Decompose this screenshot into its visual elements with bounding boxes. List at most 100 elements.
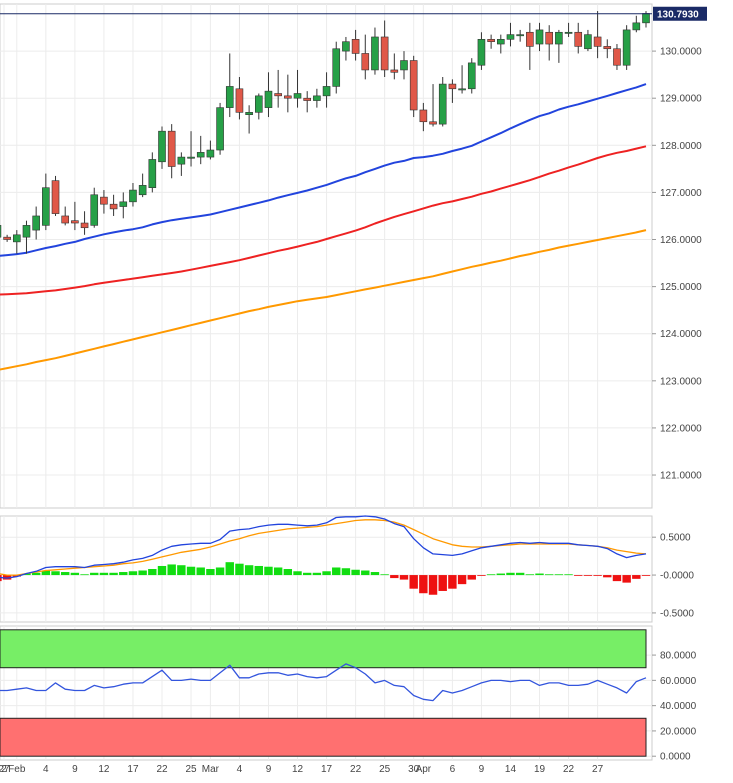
x-tick-label: Feb	[8, 764, 26, 775]
rsi-y-tick-label: 60.0000	[660, 676, 697, 687]
macd-histogram-bar	[564, 574, 573, 576]
candle-body	[303, 97, 312, 101]
candle-body	[225, 86, 234, 108]
candle-body	[0, 225, 2, 238]
macd-histogram-bar	[641, 575, 651, 576]
candle-body	[496, 39, 505, 45]
candle-body	[158, 130, 166, 163]
macd-histogram-bar	[99, 572, 109, 576]
macd-histogram-bar	[448, 575, 457, 589]
candle-body	[371, 36, 379, 71]
macd-histogram-bar	[486, 574, 496, 576]
candle-body	[564, 31, 573, 34]
macd-histogram-bar	[303, 572, 312, 576]
candle-body	[148, 159, 157, 189]
last-price-label: 130.7930	[657, 9, 699, 20]
macd-histogram-bar	[351, 569, 360, 576]
x-tick-label: 27	[0, 764, 10, 775]
x-tick-label: 30	[408, 764, 420, 775]
macd-histogram-bar	[186, 566, 196, 576]
macd-histogram-bar	[157, 565, 167, 576]
macd-histogram-bar	[419, 575, 428, 594]
candle-body	[506, 34, 515, 40]
candle-body	[467, 62, 476, 90]
candle-body	[129, 189, 137, 203]
macd-histogram-bar	[457, 575, 467, 585]
candle-body	[438, 83, 447, 125]
candle-body	[51, 180, 60, 214]
macd-y-tick-label: -0.5000	[660, 608, 694, 619]
rsi-y-tick-label: 20.0000	[660, 726, 697, 737]
rsi-line	[0, 663, 647, 702]
price-y-tick-label: 126.0000	[660, 235, 702, 246]
x-tick-label: 19	[534, 764, 546, 775]
macd-histogram-bar	[399, 575, 409, 580]
x-tick-label: 27	[592, 764, 604, 775]
macd-y-tick-label: -0.0000	[660, 571, 694, 582]
candle-body	[264, 90, 273, 108]
candle-body	[632, 22, 641, 31]
candle-body	[390, 69, 399, 73]
ma-mid-line	[0, 145, 647, 296]
candle-body	[419, 109, 428, 123]
candle-body	[187, 156, 195, 159]
candle-body	[613, 48, 621, 66]
candle-body	[32, 215, 40, 231]
candle-body	[206, 149, 215, 158]
ma-fast-line	[0, 83, 647, 257]
candle-body	[526, 31, 534, 47]
candle-body	[448, 83, 457, 90]
macd-panel	[0, 515, 653, 623]
macd-histogram-bar	[225, 562, 234, 576]
x-tick-label: 6	[450, 764, 456, 775]
macd-histogram-bar	[167, 564, 176, 576]
rsi-oversold-zone	[0, 717, 647, 757]
macd-histogram-bar	[612, 575, 622, 582]
candle-body	[603, 46, 612, 50]
macd-histogram-bar	[41, 570, 51, 576]
candle-body	[516, 34, 524, 37]
price-y-tick-label: 127.0000	[660, 188, 702, 199]
candle-body	[322, 86, 331, 97]
macd-histogram-bar	[80, 574, 89, 576]
candle-body	[477, 39, 486, 66]
macd-histogram-bar	[31, 572, 41, 576]
macd-histogram-bar	[90, 572, 99, 576]
ma-slow-line	[0, 229, 647, 371]
macd-histogram-bar	[312, 572, 322, 576]
macd-histogram-bar	[428, 575, 438, 595]
macd-histogram-bar	[177, 565, 186, 576]
macd-histogram-bar	[361, 570, 370, 576]
macd-histogram-bar	[293, 571, 302, 576]
price-y-tick-label: 122.0000	[660, 423, 702, 434]
candle-body	[458, 88, 466, 91]
price-y-tick-label: 121.0000	[660, 471, 702, 482]
macd-histogram-bar	[148, 569, 157, 576]
candle-body	[429, 121, 437, 125]
candle-body	[177, 156, 186, 165]
last-price-badge: 130.7930	[653, 6, 707, 21]
candle-body	[61, 215, 70, 224]
macd-y-tick-label: 0.5000	[660, 533, 691, 544]
macd-histogram-bar	[477, 575, 486, 576]
macd-histogram-bar	[583, 575, 593, 576]
candle-body	[361, 53, 370, 71]
candle-body	[274, 93, 282, 97]
macd-histogram-bar	[109, 572, 118, 576]
candle-body	[555, 31, 563, 45]
price-y-tick-label: 128.0000	[660, 141, 702, 152]
x-tick-label: 25	[185, 764, 197, 775]
candle-body	[351, 39, 360, 54]
price-panel	[0, 3, 653, 509]
rsi-y-tick-label: 0.0000	[660, 752, 691, 763]
candle-body	[400, 60, 408, 71]
candle-body	[216, 107, 224, 151]
macd-histogram-bar	[554, 574, 564, 576]
macd-histogram-bar	[206, 569, 215, 576]
x-tick-label: 14	[505, 764, 517, 775]
candle-body	[90, 194, 99, 226]
candle-body	[235, 88, 244, 113]
x-tick-label: 22	[350, 764, 362, 775]
candle-body	[245, 112, 253, 115]
